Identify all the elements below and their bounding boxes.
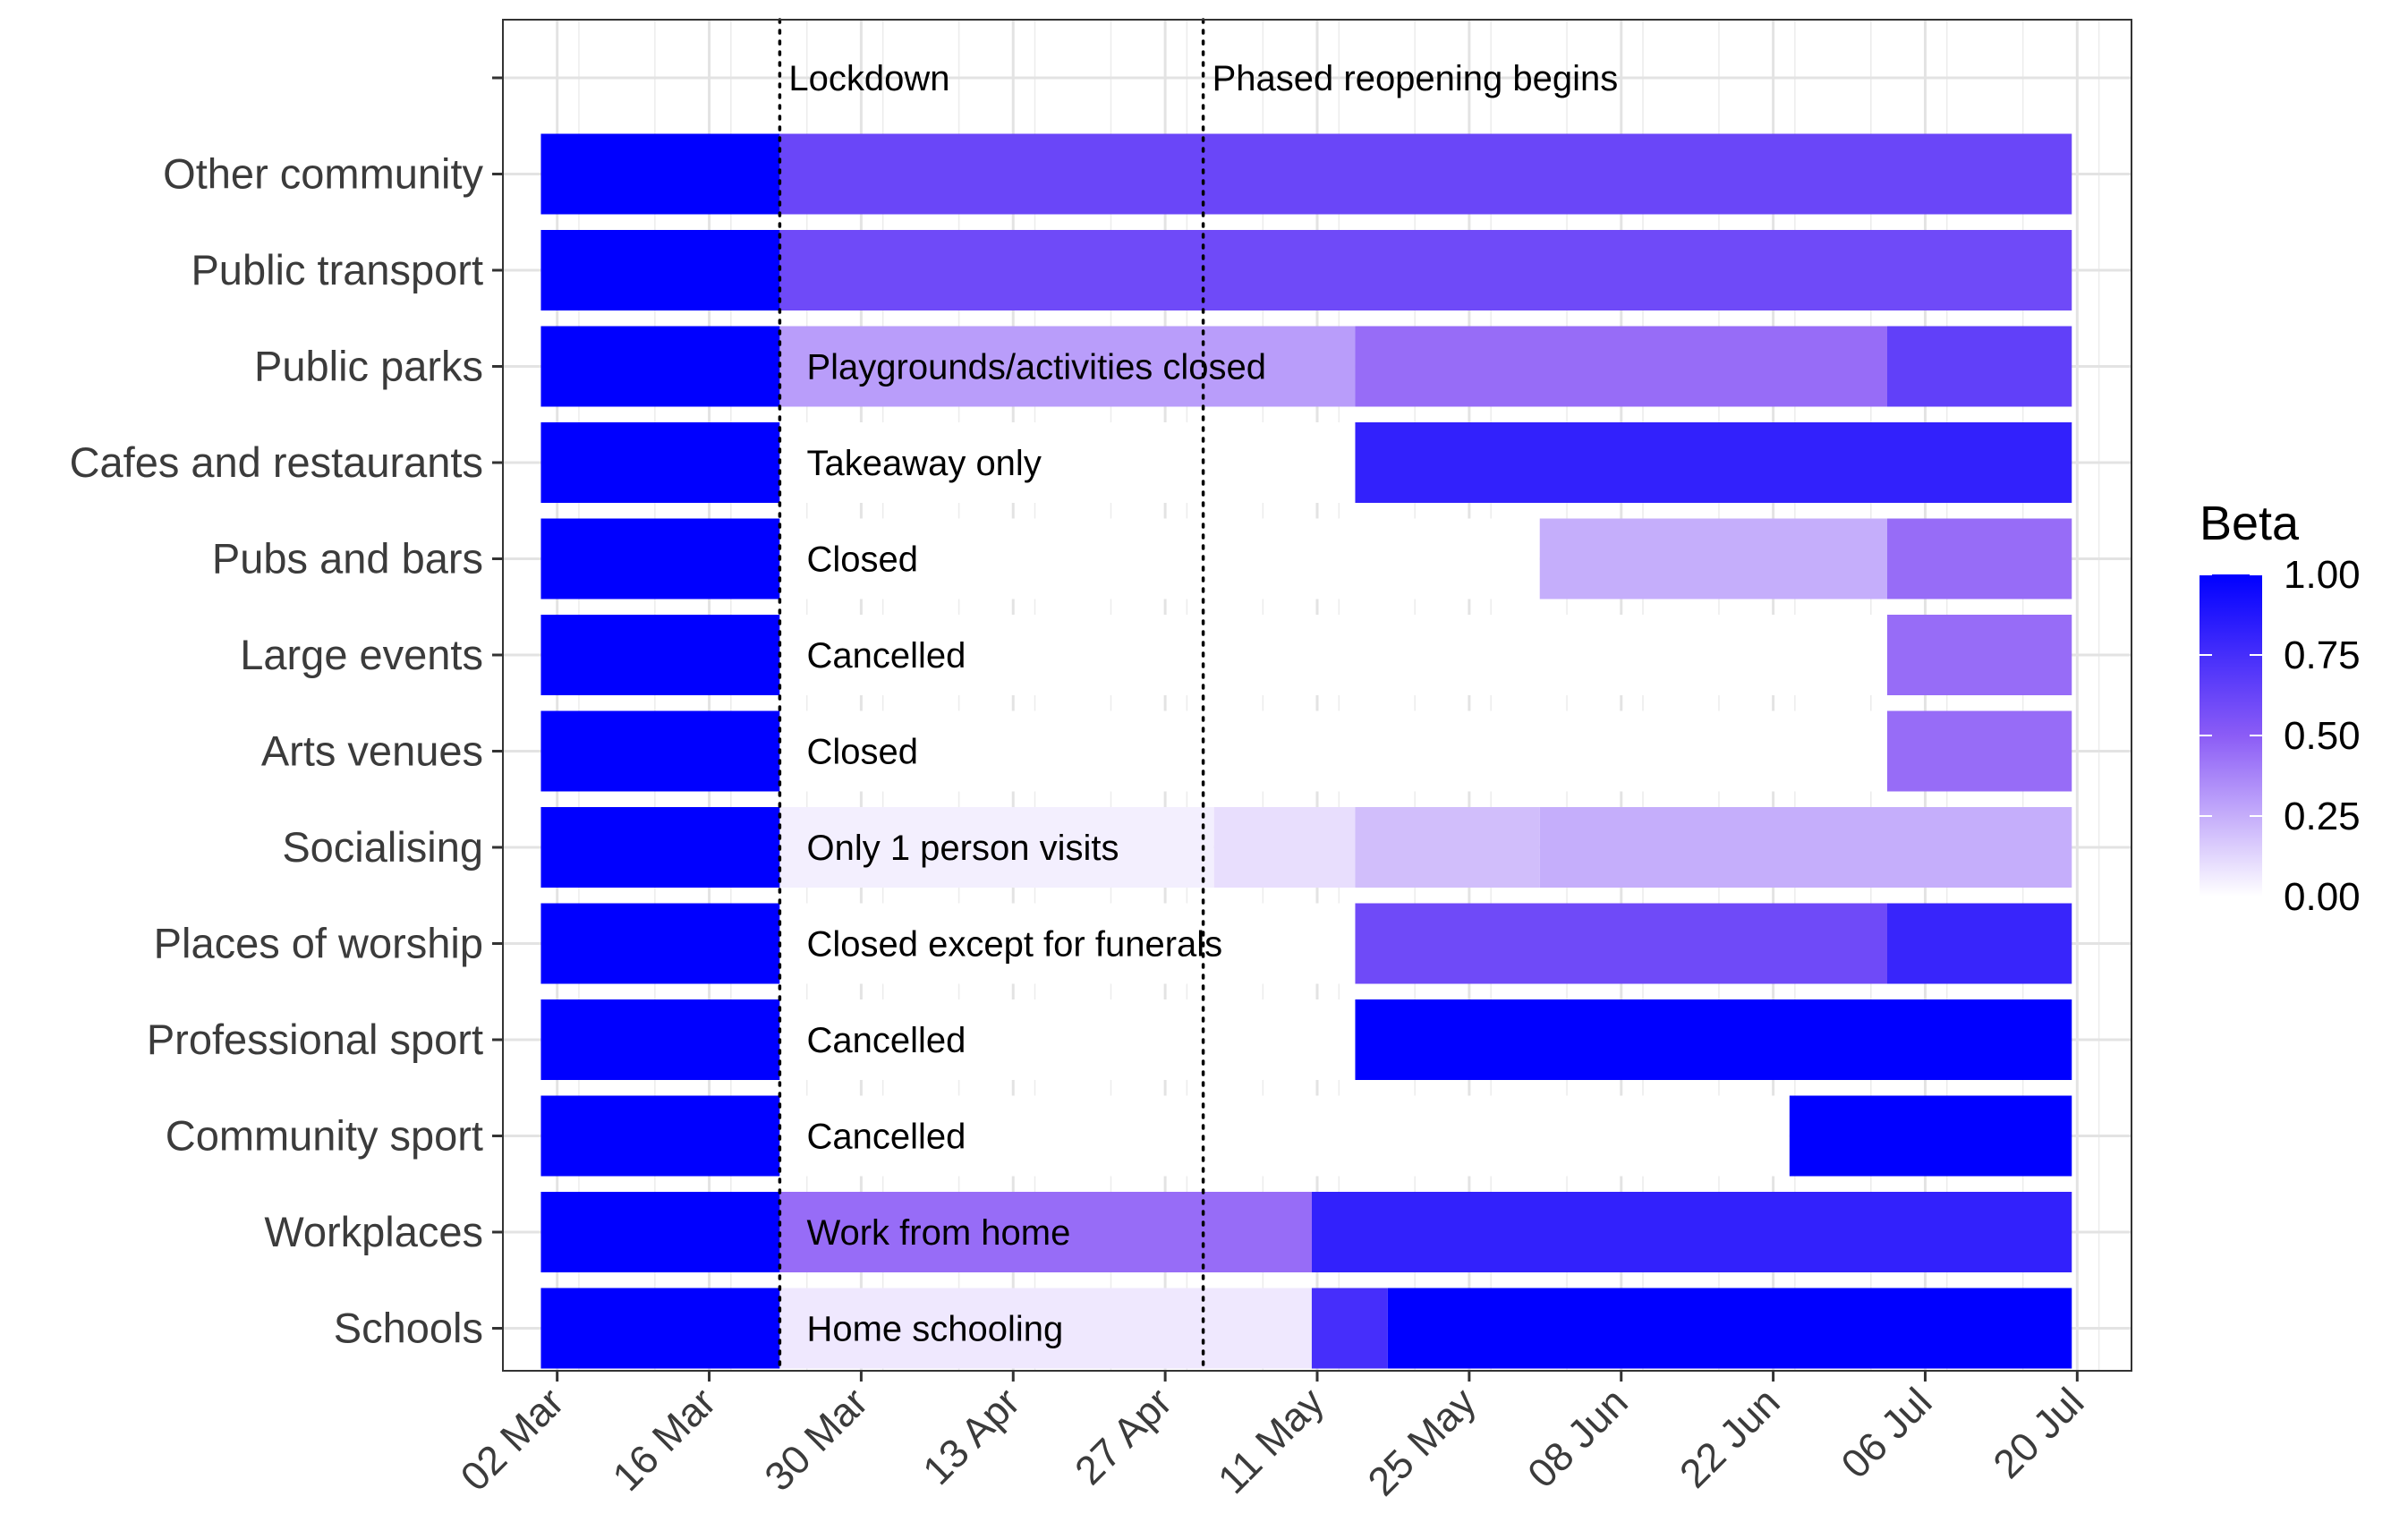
heatmap-cell <box>540 422 780 503</box>
y-tick-label: Professional sport <box>147 1016 483 1063</box>
heatmap-cell <box>1311 1288 1388 1369</box>
y-axis: Other community Public transport Public pa… <box>70 76 503 1352</box>
row-annotation: Cancelled <box>806 1021 966 1060</box>
heatmap-cell <box>779 710 1887 792</box>
heatmap-cell <box>540 230 780 310</box>
heatmap-cell <box>540 807 780 888</box>
y-tick-label: Workplaces <box>264 1208 483 1255</box>
heatmap-cell <box>779 1192 1312 1272</box>
heatmap-cell <box>1355 807 1540 888</box>
heatmap-cell <box>540 1095 780 1177</box>
heatmap-cell <box>779 1288 1312 1369</box>
y-tick-label: Socialising <box>282 823 483 871</box>
heatmap-cell <box>779 326 1356 407</box>
row-annotation: Home schooling <box>806 1310 1063 1349</box>
heatmap-cell <box>1887 615 2072 695</box>
heatmap-cell <box>1887 903 2072 984</box>
heatmap-cell <box>779 615 1887 695</box>
event-line-label: Phased reopening begins <box>1213 59 1619 98</box>
heatmap-cell <box>540 133 780 215</box>
x-axis: 02 Mar 16 Mar 30 Mar 13 Apr 27 Apr 11 May 25 M… <box>452 1371 2092 1505</box>
row-annotation: Cancelled <box>806 1118 966 1157</box>
heatmap-cell <box>779 133 2072 215</box>
x-tick-label: 13 Apr <box>914 1379 1028 1493</box>
heatmap-cell <box>540 999 780 1080</box>
x-tick-label: 30 Mar <box>755 1379 876 1500</box>
heatmap-cell <box>540 1192 780 1272</box>
heatmap-cell <box>1355 326 1887 407</box>
y-tick-label: Other community <box>163 150 483 198</box>
y-tick-label: Public parks <box>254 343 483 390</box>
y-tick-label: Large events <box>240 631 483 678</box>
heatmap-cell <box>1213 807 1356 888</box>
heatmap-cell <box>1355 999 2072 1080</box>
y-tick-label: Schools <box>334 1305 483 1352</box>
row-annotations: Playgrounds/activities closed Takeaway on… <box>806 348 1266 1349</box>
y-tick-label: Community sport <box>166 1112 483 1160</box>
row-annotation: Only 1 person visits <box>806 829 1119 868</box>
y-tick-label: Arts venues <box>261 727 483 775</box>
heatmap-cell <box>540 615 780 695</box>
heatmap-cell <box>1887 326 2072 407</box>
legend-tick-label: 0.75 <box>2284 633 2361 677</box>
row-annotation: Work from home <box>806 1213 1070 1253</box>
heatmap-cell <box>779 422 1356 503</box>
heatmap-cell <box>1887 518 2072 599</box>
heatmap-cell <box>1311 1192 2072 1272</box>
legend-title: Beta <box>2200 497 2300 550</box>
heatmap-cell <box>1887 710 2072 792</box>
legend-tick-label: 1.00 <box>2284 553 2361 597</box>
legend-tick-label: 0.25 <box>2284 795 2361 838</box>
x-tick-label: 11 May <box>1209 1379 1332 1502</box>
x-tick-label: 02 Mar <box>452 1379 573 1500</box>
heatmap-cell <box>1387 1288 2072 1369</box>
row-annotation: Closed except for funerals <box>806 925 1222 965</box>
heatmap-cell <box>540 710 780 792</box>
heatmap-cell <box>779 1095 1790 1177</box>
heatmap-cell <box>1355 422 2072 503</box>
heatmap-cells <box>540 133 2072 1369</box>
heatmap-cell <box>1539 807 2072 888</box>
row-annotation: Closed <box>806 733 918 772</box>
x-tick-label: 27 Apr <box>1066 1379 1180 1493</box>
heatmap-cell <box>540 903 780 984</box>
x-tick-label: 22 Jun <box>1671 1379 1789 1497</box>
x-tick-label: 16 Mar <box>604 1379 725 1500</box>
y-tick-label: Places of worship <box>154 920 483 967</box>
heatmap-cell <box>540 1288 780 1369</box>
x-tick-label: 08 Jun <box>1519 1379 1637 1497</box>
row-annotation: Playgrounds/activities closed <box>806 348 1266 387</box>
heatmap-cell <box>779 518 1540 599</box>
y-tick-label: Pubs and bars <box>212 535 483 582</box>
x-tick-label: 20 Jul <box>1984 1379 2092 1487</box>
legend-tick-label: 0.00 <box>2284 875 2361 919</box>
row-annotation: Closed <box>806 540 918 580</box>
legend-tick-label: 0.50 <box>2284 714 2361 758</box>
event-lines: Lockdown Phased reopening begins <box>778 18 1619 1373</box>
heatmap-cell <box>779 230 2072 310</box>
row-annotation: Takeaway only <box>806 444 1041 483</box>
y-tick-label: Public transport <box>191 246 483 293</box>
legend: Beta 0.00 0.25 0.50 0.75 1.00 <box>2200 497 2361 919</box>
heatmap-cell <box>779 903 1356 984</box>
heatmap-cell <box>1355 903 1887 984</box>
x-tick-label: 06 Jul <box>1833 1379 1941 1487</box>
y-tick-label: Cafes and restaurants <box>70 438 483 486</box>
heatmap-cell <box>779 807 1214 888</box>
heatmap-cell <box>540 518 780 599</box>
heatmap-cell <box>1539 518 1887 599</box>
event-line-label: Lockdown <box>788 59 949 98</box>
x-tick-label: 25 May <box>1359 1379 1485 1505</box>
row-annotation: Cancelled <box>806 636 966 676</box>
heatmap-cell <box>779 999 1356 1080</box>
heatmap-cell <box>540 326 780 407</box>
heatmap-cell <box>1789 1095 2072 1177</box>
